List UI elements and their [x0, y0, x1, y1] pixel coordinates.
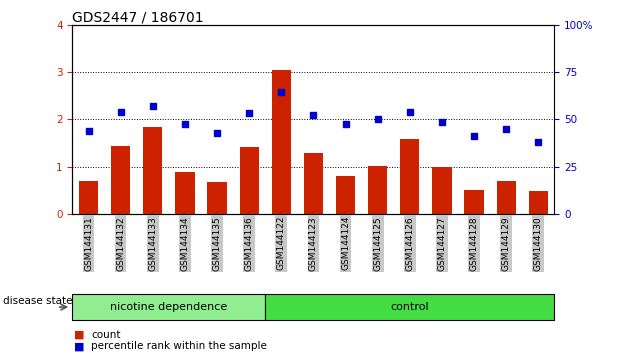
- Bar: [304, 153, 323, 214]
- Text: GSM144128: GSM144128: [469, 216, 479, 270]
- Bar: [529, 192, 548, 214]
- Bar: [265, 294, 554, 320]
- Bar: [368, 166, 387, 214]
- Text: nicotine dependence: nicotine dependence: [110, 302, 227, 312]
- Bar: [239, 147, 259, 214]
- Bar: [464, 189, 484, 214]
- Text: percentile rank within the sample: percentile rank within the sample: [91, 341, 267, 351]
- Bar: [207, 182, 227, 214]
- Text: control: control: [391, 302, 429, 312]
- Text: GDS2447 / 186701: GDS2447 / 186701: [72, 11, 204, 25]
- Text: GSM144124: GSM144124: [341, 216, 350, 270]
- Text: GSM144133: GSM144133: [148, 216, 158, 271]
- Bar: [272, 70, 291, 214]
- Text: GSM144126: GSM144126: [405, 216, 415, 270]
- Text: GSM144135: GSM144135: [212, 216, 222, 271]
- Text: GSM144134: GSM144134: [180, 216, 190, 270]
- Text: GSM144129: GSM144129: [501, 216, 511, 270]
- Text: GSM144132: GSM144132: [116, 216, 125, 270]
- Text: GSM144131: GSM144131: [84, 216, 93, 271]
- Text: GSM144125: GSM144125: [373, 216, 382, 270]
- Text: GSM144130: GSM144130: [534, 216, 543, 271]
- Bar: [111, 145, 130, 214]
- Bar: [72, 294, 265, 320]
- Text: GSM144123: GSM144123: [309, 216, 318, 270]
- Text: disease state: disease state: [3, 296, 72, 306]
- Bar: [336, 176, 355, 214]
- Bar: [400, 139, 420, 214]
- Text: GSM144127: GSM144127: [437, 216, 447, 270]
- Bar: [79, 181, 98, 214]
- Text: GSM144122: GSM144122: [277, 216, 286, 270]
- Bar: [432, 167, 452, 214]
- Bar: [143, 127, 163, 214]
- Bar: [496, 181, 516, 214]
- Text: GSM144136: GSM144136: [244, 216, 254, 271]
- Text: ■: ■: [74, 341, 84, 351]
- Bar: [175, 172, 195, 214]
- Text: ■: ■: [74, 330, 84, 339]
- Text: count: count: [91, 330, 121, 339]
